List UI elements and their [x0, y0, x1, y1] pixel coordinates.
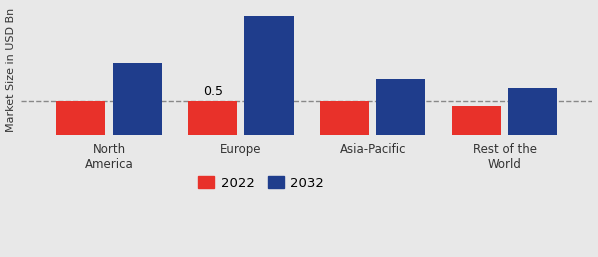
Legend: 2022, 2032: 2022, 2032 — [193, 171, 329, 195]
Y-axis label: Market Size in USD Bn: Market Size in USD Bn — [5, 8, 16, 132]
Bar — [112, 63, 161, 135]
Bar — [245, 16, 294, 135]
Text: 0.5: 0.5 — [203, 85, 222, 98]
Bar — [452, 106, 501, 135]
Bar — [188, 101, 237, 135]
Bar — [376, 79, 425, 135]
Bar — [56, 101, 105, 135]
Bar — [320, 101, 369, 135]
Bar — [508, 88, 557, 135]
